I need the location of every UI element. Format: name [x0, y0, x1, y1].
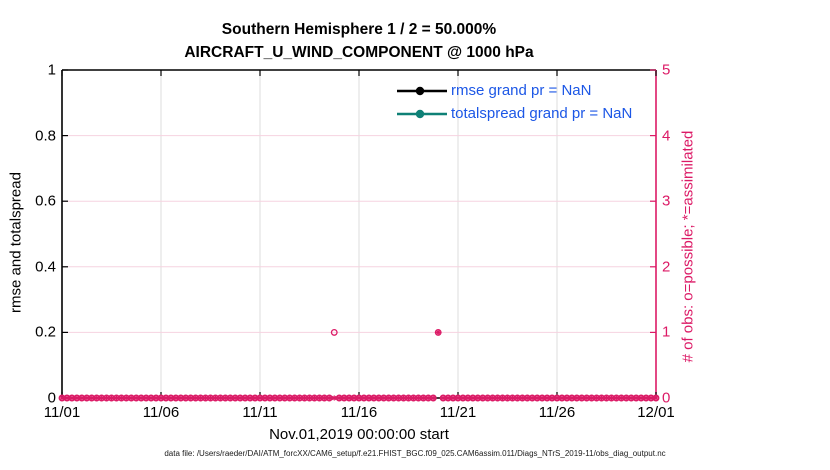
x-tick-label: 11/11 — [242, 404, 278, 421]
data-file-path: data file: /Users/raeder/DAI/ATM_forcXX/… — [164, 449, 666, 458]
left-y-tick-label: 0.4 — [35, 258, 56, 276]
right-y-tick-label: 0 — [662, 389, 671, 407]
left-y-tick-label: 0 — [47, 389, 56, 407]
left-y-tick-label: 0.8 — [35, 127, 56, 145]
x-tick-label: 11/06 — [142, 404, 180, 421]
right-y-tick-label: 1 — [662, 323, 671, 341]
x-axis-label: Nov.01,2019 00:00:00 start — [269, 426, 449, 443]
left-y-axis-label: rmse and totalspread — [7, 172, 25, 313]
legend: rmse grand pr = NaN totalspread grand pr… — [396, 79, 632, 125]
x-tick-label: 11/21 — [439, 404, 477, 421]
right-y-tick-label: 4 — [662, 127, 671, 145]
x-tick-label: 12/01 — [637, 404, 675, 421]
left-y-tick-label: 0.2 — [35, 323, 56, 341]
chart-title: Southern Hemisphere 1 / 2 = 50.000% AIRC… — [62, 18, 656, 64]
totalspread-line-marker-icon — [397, 109, 447, 118]
legend-label-totalspread: totalspread grand pr = NaN — [451, 105, 633, 122]
x-tick-label: 11/16 — [340, 404, 378, 421]
legend-item-rmse: rmse grand pr = NaN — [396, 79, 632, 102]
chart-title-line1: Southern Hemisphere 1 / 2 = 50.000% — [221, 21, 497, 38]
legend-label-rmse: rmse grand pr = NaN — [451, 82, 592, 99]
right-y-tick-label: 2 — [662, 258, 671, 276]
left-y-tick-label: 0.6 — [35, 192, 56, 210]
legend-item-totalspread: totalspread grand pr = NaN — [396, 102, 632, 125]
left-y-tick-label: 1 — [47, 61, 56, 79]
x-tick-label: 11/26 — [538, 404, 576, 421]
rmse-line-marker-icon — [397, 86, 447, 95]
right-y-tick-label: 3 — [662, 192, 671, 210]
x-tick-label: 11/01 — [43, 404, 81, 421]
right-y-tick-label: 5 — [662, 61, 671, 79]
chart-title-line2: AIRCRAFT_U_WIND_COMPONENT @ 1000 hPa — [184, 44, 534, 61]
